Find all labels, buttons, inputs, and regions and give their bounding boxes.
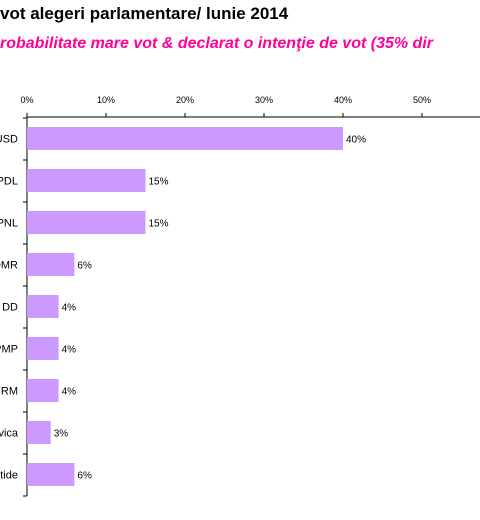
x-tick-label: 0%	[20, 95, 33, 105]
bar	[27, 295, 59, 318]
data-label: 15%	[149, 219, 169, 230]
bar	[27, 211, 146, 234]
category-label: PMP	[0, 344, 18, 356]
bar	[27, 337, 59, 360]
data-label: 15%	[149, 177, 169, 188]
chart-title: vot alegeri parlamentare/ lunie 2014	[0, 4, 289, 23]
x-tick-label: 50%	[413, 95, 431, 105]
data-label: 4%	[62, 303, 77, 314]
category-label: PDL	[0, 176, 18, 188]
bar	[27, 379, 59, 402]
bar	[27, 463, 75, 486]
chart-subtitle: robabilitate mare vot & declarat o inten…	[0, 35, 433, 52]
x-tick-label: 30%	[255, 95, 273, 105]
category-label: tide	[0, 470, 18, 482]
category-label: vica	[0, 428, 19, 440]
data-label: 6%	[77, 471, 92, 482]
category-label: USD	[0, 134, 18, 146]
bar	[27, 169, 146, 192]
bar	[27, 421, 51, 444]
category-label: DD	[2, 302, 18, 314]
bar	[27, 253, 75, 276]
category-label: OMR	[0, 260, 18, 272]
bar	[27, 127, 343, 150]
data-label: 4%	[62, 345, 77, 356]
category-label: RM	[1, 386, 18, 398]
category-label: PNL	[0, 218, 18, 230]
data-label: 6%	[77, 261, 92, 272]
data-label: 4%	[62, 387, 77, 398]
x-tick-label: 10%	[97, 95, 115, 105]
data-label: 40%	[346, 135, 366, 146]
data-label: 3%	[54, 429, 69, 440]
x-tick-label: 20%	[176, 95, 194, 105]
x-tick-label: 40%	[334, 95, 352, 105]
